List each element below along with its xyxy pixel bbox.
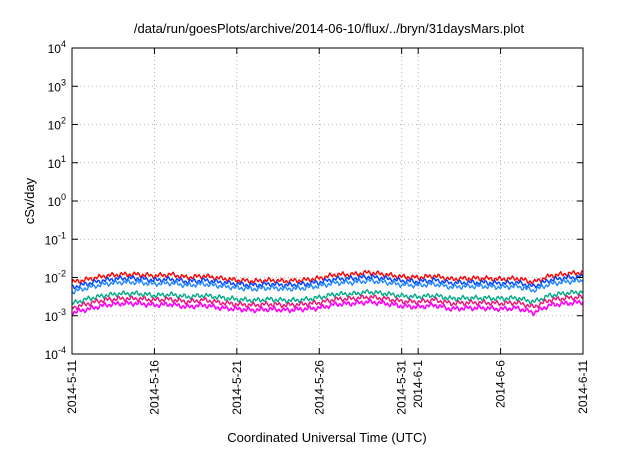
y-tick-label: 103	[48, 77, 66, 94]
x-tick-label: 2014-6-6	[494, 360, 508, 408]
y-axis-ticks: 10-4 10-3 10-2 10-1 100 101 102 103 104	[45, 39, 583, 362]
series-line	[71, 289, 584, 305]
y-tick-label: 100	[48, 192, 66, 209]
y-tick-label: 10-3	[45, 307, 66, 324]
series-line	[71, 293, 584, 310]
y-axis-label: cSv/day	[22, 177, 37, 224]
data-series	[71, 269, 584, 317]
y-tick-label: 10-2	[45, 269, 66, 286]
y-tick-label: 10-1	[45, 230, 66, 247]
series-line	[71, 269, 584, 285]
y-tick-label: 102	[48, 116, 66, 133]
x-axis-ticks: 2014-5-11 2014-5-16 2014-5-21 2014-5-26 2014…	[65, 48, 590, 415]
grid-lines	[72, 48, 583, 354]
x-tick-label: 2014-6-11	[576, 360, 590, 414]
x-tick-label: 2014-5-11	[65, 360, 79, 414]
y-tick-label: 104	[48, 39, 66, 56]
y-tick-label: 10-4	[45, 345, 66, 362]
series-line	[71, 298, 584, 317]
x-tick-label: 2014-5-16	[147, 360, 161, 415]
series-line	[71, 273, 584, 290]
x-axis-label: Coordinated Universal Time (UTC)	[227, 430, 426, 445]
series-line	[71, 277, 584, 295]
y-tick-label: 101	[48, 154, 66, 171]
x-tick-label: 2014-6-1	[411, 360, 425, 408]
x-tick-label: 2014-5-31	[395, 360, 409, 415]
x-tick-label: 2014-5-21	[230, 360, 244, 415]
x-tick-label: 2014-5-26	[312, 360, 326, 415]
chart-title: /data/run/goesPlots/archive/2014-06-10/f…	[134, 21, 525, 36]
